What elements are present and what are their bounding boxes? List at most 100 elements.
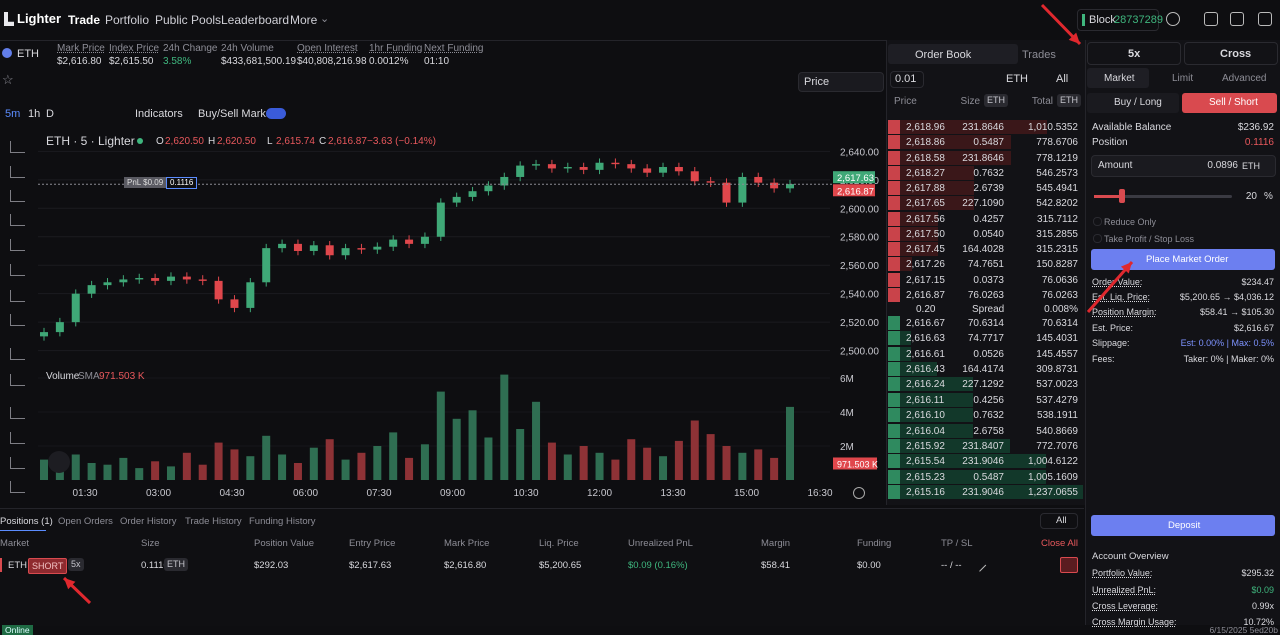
tool-icon[interactable] [10,166,25,178]
row-cell: -- / -- [941,560,962,571]
volume-bar [516,429,525,480]
positions-filter-label: All [1056,515,1067,526]
tool-icon[interactable] [10,481,25,493]
nav-link[interactable]: Leaderboard [221,13,290,27]
settings-icon[interactable] [853,487,865,499]
positions-tab[interactable]: Order History [120,516,177,527]
candle-body [373,246,382,250]
y-tick-label: 2,560.00 [840,261,879,272]
positions-filter[interactable] [1040,513,1078,529]
price-select[interactable] [798,72,884,92]
positions-tab[interactable]: Open Orders [58,516,113,527]
nav-link[interactable]: Public Pools [155,13,222,27]
ob-tab[interactable]: Order Book [915,49,972,61]
tool-icon[interactable] [10,432,25,444]
tool-icon[interactable] [10,190,25,202]
depth-bar [888,196,974,211]
sell-button[interactable] [1182,93,1277,113]
close-position[interactable] [1060,557,1078,573]
candle-body [135,278,144,280]
ticker-symbol[interactable]: ETH [17,48,39,60]
margin-mode: Cross [1220,48,1252,60]
nav-icon[interactable] [1258,12,1272,26]
interval[interactable]: 5m [5,108,21,120]
candle-body [500,176,509,186]
tool-icon[interactable] [10,457,25,469]
volume-bar [786,406,794,480]
close-all[interactable]: Close All [1041,538,1078,549]
positions-tab[interactable]: Funding History [249,516,316,527]
price-cell-bg [888,316,900,330]
nav-link[interactable]: Portfolio [105,13,150,27]
checkbox-label: Take Profit / Stop Loss [1104,234,1195,244]
tab-underline [0,530,46,531]
indicators-button[interactable]: Indicators [135,108,183,120]
candle-body [595,162,604,170]
order-type-tab[interactable]: Advanced [1222,73,1267,84]
nav-icon[interactable] [1230,12,1244,26]
balance-value: $236.92 [1237,122,1274,133]
interval[interactable]: 1h [28,108,41,120]
tool-icon[interactable] [10,214,25,226]
tool-icon[interactable] [10,239,25,251]
nav-icon[interactable] [1166,12,1180,26]
ob-price: 2,616.43 [906,364,945,376]
marks-toggle[interactable] [266,108,286,119]
price-cell-bg [888,287,900,302]
leverage-button[interactable] [1087,42,1181,65]
volume-bar [230,449,239,480]
checkbox[interactable] [1093,234,1102,243]
nav-link[interactable]: Trade [68,13,101,27]
tool-icon[interactable] [10,264,25,276]
volume-bar [436,391,445,480]
volume-bar [135,468,144,480]
ob-price: 2,616.63 [906,333,945,345]
volume-bar [325,439,334,480]
tool-icon[interactable] [10,374,25,386]
buy-button[interactable] [1087,93,1179,113]
ob-price: 2,618.86 [906,137,945,149]
slider-knob[interactable] [1118,189,1125,203]
asset-select[interactable]: ETH [1006,73,1028,85]
header-total-unit: ETH [1057,94,1081,107]
balance-label: Available Balance [1092,122,1172,133]
tick-select[interactable] [890,71,924,88]
tool-icon[interactable] [10,290,25,302]
tool-icon[interactable] [10,141,25,153]
spread-pct: 0.008% [1044,304,1078,315]
column-header: Position Value [254,538,315,549]
interval[interactable]: D [46,108,54,120]
marks-label[interactable]: Buy/Sell Marks [198,108,272,120]
ob-size: 0.7632 [973,410,1004,422]
tool-icon[interactable] [10,348,25,360]
candle-body [40,332,48,337]
positions-tab[interactable]: Trade History [185,516,242,527]
checkbox[interactable] [1093,217,1102,226]
tool-icon[interactable] [10,314,25,326]
chart-title: ETH · 5 · Lighter [46,134,135,148]
volume-tick-label: 4M [840,408,854,419]
tool-icon[interactable] [10,407,25,419]
nav-link[interactable]: More [290,13,318,27]
column-header: Unrealized PnL [628,538,693,549]
filter-select[interactable]: All [1056,73,1069,85]
ob-tab[interactable]: Trades [1022,49,1056,61]
order-type-tab[interactable]: Limit [1172,73,1194,84]
candle-body [690,171,699,182]
amount-box[interactable] [1091,155,1276,177]
sell-label: Sell / Short [1209,97,1258,108]
deposit-button[interactable] [1091,515,1275,536]
positions-tab[interactable]: Positions (1) [0,516,53,527]
volume-bar [389,432,398,480]
nav-icon[interactable] [1204,12,1218,26]
account-value: $0.09 [1251,585,1274,595]
candle-body [55,322,64,333]
order-type-tab[interactable]: Market [1104,73,1135,84]
margin-mode-button[interactable] [1184,42,1278,65]
summary-label: Order Value: [1092,277,1143,287]
x-tick-label: 04:30 [219,488,244,499]
column-header: Market [0,538,30,549]
submit-button[interactable] [1091,249,1275,270]
summary-value: Est: 0.00% | Max: 0.5% [1180,338,1274,348]
volume-bar [690,420,699,480]
